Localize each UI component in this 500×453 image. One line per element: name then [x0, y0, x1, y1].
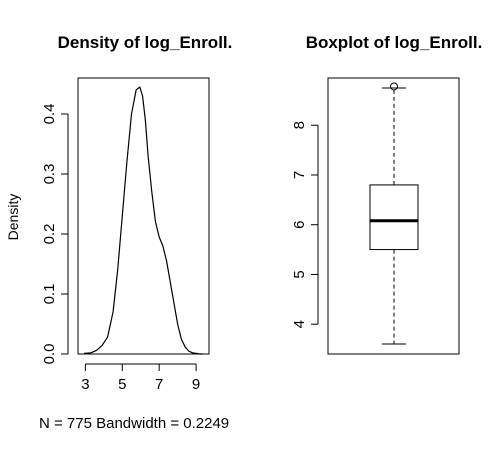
boxplot-box — [369, 184, 419, 251]
density-y-axis-label: Density — [5, 194, 21, 241]
density-x-axis: 3 5 7 9 — [81, 363, 200, 393]
density-y-tick-label: 0.4 — [41, 104, 58, 125]
density-x-tick-label: 5 — [118, 376, 126, 393]
density-x-tick-label: 3 — [81, 376, 89, 393]
boxplot-y-tick-label: 4 — [291, 320, 308, 328]
boxplot-marks — [369, 82, 419, 345]
density-x-tick-label: 9 — [192, 376, 200, 393]
boxplot-y-axis: 4 5 6 7 8 — [291, 121, 319, 328]
boxplot-y-tick-label: 6 — [291, 221, 308, 229]
boxplot-outlier — [390, 82, 398, 91]
boxplot-panel: Boxplot of log_Enroll. 4 5 6 7 8 — [291, 33, 483, 355]
density-y-tick-label: 0.1 — [41, 284, 58, 305]
boxplot-y-tick-label: 8 — [291, 121, 308, 129]
density-panel: Density of log_Enroll. 0.0 0.1 0.2 0.3 0.4 3… — [5, 33, 232, 432]
density-y-tick-label: 0.0 — [41, 344, 58, 365]
density-x-tick-label: 7 — [155, 376, 163, 393]
boxplot-y-tick-label: 7 — [291, 171, 308, 179]
density-y-tick-label: 0.2 — [41, 224, 58, 245]
boxplot-y-tick-label: 5 — [291, 270, 308, 278]
density-title: Density of log_Enroll. — [58, 33, 233, 52]
boxplot-plot-frame — [327, 77, 460, 355]
density-y-tick-label: 0.3 — [41, 164, 58, 185]
density-y-axis: 0.0 0.1 0.2 0.3 0.4 — [41, 104, 69, 365]
density-curve-line — [84, 86, 203, 355]
density-subtitle: N = 775 Bandwidth = 0.2249 — [39, 415, 229, 432]
boxplot-title: Boxplot of log_Enroll. — [306, 33, 483, 52]
density-series — [84, 86, 203, 355]
density-plot-frame — [77, 77, 210, 355]
